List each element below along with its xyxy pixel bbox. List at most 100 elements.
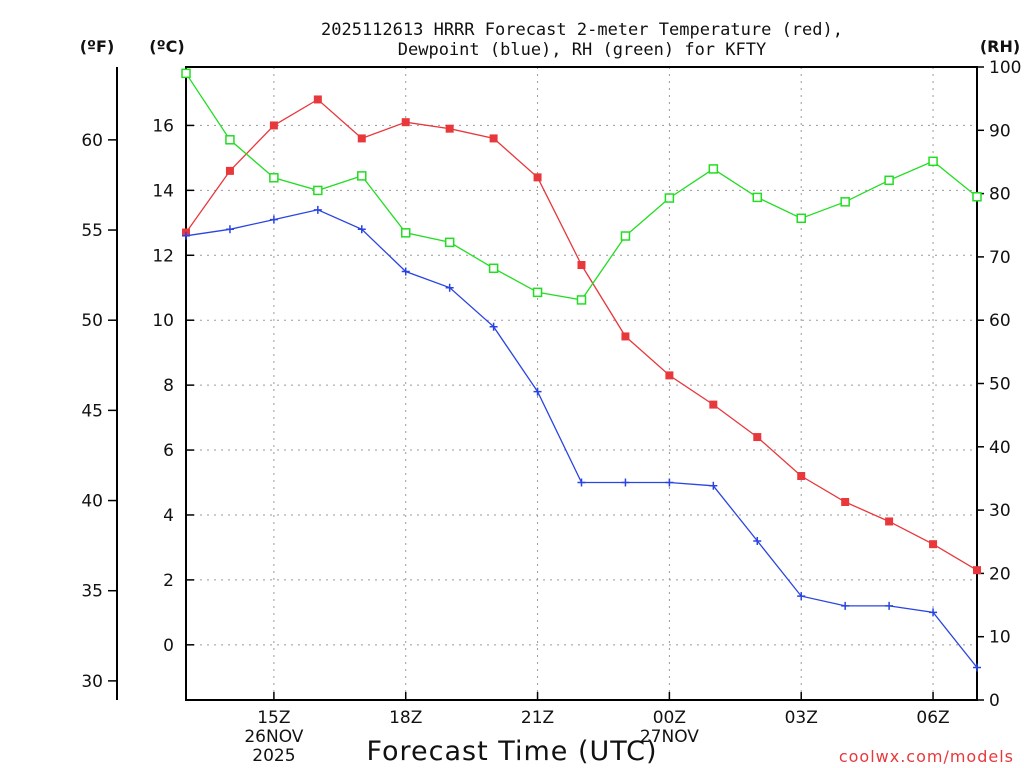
dewpoint-point xyxy=(401,267,410,276)
rh-tick-label: 50 xyxy=(989,375,1011,395)
celsius-tick-label: 16 xyxy=(152,116,174,136)
rh-point xyxy=(488,263,499,274)
x-tick-label: 03Z xyxy=(785,708,818,728)
rh-tick-label: 70 xyxy=(989,248,1011,268)
x-tick-label: 00Z xyxy=(653,708,686,728)
rh-point xyxy=(225,135,235,145)
celsius-tick-label: 8 xyxy=(163,376,174,396)
x-date-label: 26NOV xyxy=(244,727,303,747)
dewpoint-point xyxy=(709,481,718,490)
rh-point xyxy=(708,164,719,174)
celsius-tick-label: 0 xyxy=(163,636,174,656)
x-tick-label: 06Z xyxy=(916,708,949,728)
temperature-point xyxy=(445,124,454,133)
x-axis-label: Forecast Time (UTC) xyxy=(366,736,657,767)
rh-point xyxy=(400,228,411,238)
x-date-label: 27NOV xyxy=(640,727,699,747)
temperature-point xyxy=(357,134,366,143)
rh-point xyxy=(269,173,279,183)
temperature-point xyxy=(797,472,806,481)
dewpoint-point xyxy=(489,322,498,331)
fahrenheit-tick-label: 45 xyxy=(81,401,103,421)
rh-tick-label: 10 xyxy=(989,628,1011,648)
rh-tick-label: 20 xyxy=(989,564,1011,584)
rh-point xyxy=(357,171,367,181)
temperature-point xyxy=(269,121,278,130)
dewpoint-point xyxy=(665,478,674,487)
celsius-tick-label: 10 xyxy=(152,311,174,331)
dewpoint-point xyxy=(533,387,542,396)
series-layer xyxy=(181,68,982,672)
x-year-label: 2025 xyxy=(252,746,295,766)
grid-layer xyxy=(186,67,977,700)
x-tick-label: 21Z xyxy=(521,708,554,728)
rh-tick-label: 80 xyxy=(989,185,1011,205)
chart-title-line2: Dewpoint (blue), RH (green) for KFTY xyxy=(398,40,766,60)
dewpoint-line xyxy=(185,209,978,668)
unit-c-label: (ºC) xyxy=(149,37,184,56)
fahrenheit-tick-label: 50 xyxy=(81,311,103,331)
rh-tick-label: 100 xyxy=(989,58,1021,78)
rh-tick-label: 90 xyxy=(989,121,1011,141)
rh-point xyxy=(752,192,763,203)
temperature-point xyxy=(401,118,410,127)
rh-tick-label: 40 xyxy=(989,438,1011,458)
temperature-point xyxy=(665,371,674,380)
temperature-point xyxy=(929,540,938,549)
rh-tick-label: 0 xyxy=(989,691,1000,711)
unit-f-label: (ºF) xyxy=(80,37,115,56)
rh-point xyxy=(972,192,982,202)
fahrenheit-tick-label: 40 xyxy=(81,492,103,512)
celsius-tick-label: 4 xyxy=(163,506,174,526)
celsius-tick-label: 12 xyxy=(152,246,174,266)
dewpoint-point xyxy=(797,592,806,601)
credit-label: coolwx.com/models xyxy=(839,747,1014,766)
rh-point xyxy=(532,287,543,298)
dewpoint-point xyxy=(973,663,981,672)
temperature-point xyxy=(973,566,981,575)
dewpoint-point xyxy=(225,225,234,234)
dewpoint-point xyxy=(269,215,278,224)
unit-rh-label: (RH) xyxy=(980,37,1020,56)
rh-point xyxy=(928,156,938,167)
rh-point xyxy=(664,193,675,203)
rh-tick-label: 60 xyxy=(989,311,1011,331)
temperature-point xyxy=(533,173,542,182)
plot-frame xyxy=(185,66,978,701)
dewpoint-point xyxy=(929,608,938,617)
temperature-point xyxy=(621,332,630,341)
text-layer: 2025112613 HRRR Forecast 2-meter Tempera… xyxy=(80,20,1022,767)
celsius-tick-label: 14 xyxy=(152,181,174,201)
dewpoint-point xyxy=(841,601,850,610)
fahrenheit-tick-label: 30 xyxy=(81,672,103,692)
rh-point xyxy=(620,231,631,241)
celsius-tick-label: 6 xyxy=(163,441,174,461)
temperature-point xyxy=(577,261,586,270)
dewpoint-point xyxy=(182,231,190,240)
axes-layer xyxy=(108,66,984,701)
dewpoint-point xyxy=(885,601,894,610)
rh-point xyxy=(884,175,894,186)
dewpoint-point xyxy=(357,225,366,234)
dewpoint-point xyxy=(445,283,454,292)
temperature-point xyxy=(885,517,894,526)
temperature-point xyxy=(313,95,322,104)
temperature-point xyxy=(489,134,498,143)
rh-point xyxy=(796,213,806,224)
x-tick-label: 18Z xyxy=(389,708,422,728)
chart-title-line1: 2025112613 HRRR Forecast 2-meter Tempera… xyxy=(321,20,843,40)
dewpoint-point xyxy=(621,478,630,487)
rh-tick-label: 30 xyxy=(989,501,1011,521)
temperature-point xyxy=(225,166,234,175)
x-tick-label: 15Z xyxy=(257,708,290,728)
rh-point xyxy=(840,197,850,207)
temperature-point xyxy=(753,433,762,442)
rh-point xyxy=(576,295,587,305)
dewpoint-point xyxy=(313,205,322,214)
fahrenheit-tick-label: 60 xyxy=(81,131,103,151)
rh-point xyxy=(181,68,191,79)
celsius-tick-label: 2 xyxy=(163,571,174,591)
dewpoint-point xyxy=(753,536,762,545)
